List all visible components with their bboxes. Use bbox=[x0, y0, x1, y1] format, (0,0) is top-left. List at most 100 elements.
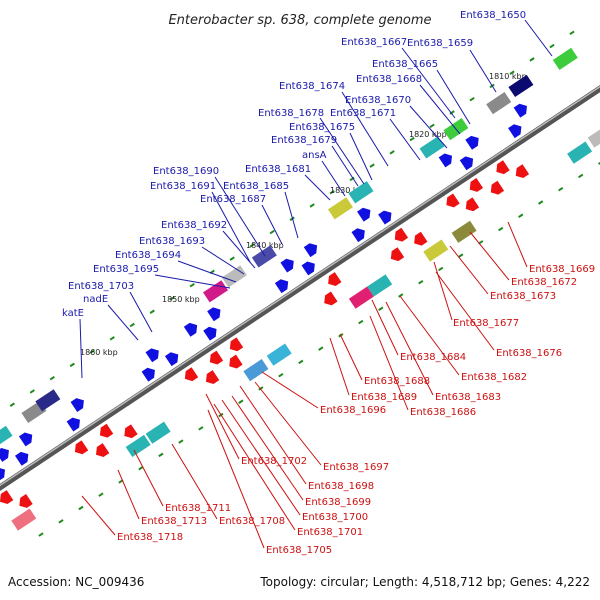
feature-rect bbox=[508, 74, 534, 98]
forward-gene-arrow bbox=[438, 153, 453, 168]
scale-tick bbox=[269, 229, 275, 235]
scale-tick bbox=[518, 213, 524, 218]
scale-tick bbox=[369, 163, 375, 168]
gene-arrow-shape bbox=[18, 432, 33, 447]
gene-arrow-shape bbox=[19, 494, 33, 508]
feature-block bbox=[221, 265, 247, 288]
gene-label[interactable]: Ent638_1667 bbox=[341, 37, 407, 48]
gene-label[interactable]: Ent638_1650 bbox=[460, 10, 526, 21]
gene-label[interactable]: Ent638_1689 bbox=[351, 392, 417, 403]
gene-label[interactable]: katE bbox=[62, 308, 84, 319]
forward-gene-arrow bbox=[351, 228, 365, 243]
reverse-gene-arrow bbox=[394, 227, 409, 242]
gene-label[interactable]: Ent638_1703 bbox=[68, 281, 134, 292]
gene-arrow-shape bbox=[0, 467, 6, 482]
gene-label[interactable]: Ent638_1690 bbox=[153, 166, 219, 177]
feature-block bbox=[451, 220, 477, 243]
gene-label[interactable]: ansA bbox=[302, 150, 327, 161]
gene-label[interactable]: Ent638_1669 bbox=[529, 264, 595, 275]
feature-rect bbox=[451, 220, 477, 243]
gene-arrow-shape bbox=[96, 443, 110, 458]
gene-label[interactable]: Ent638_1671 bbox=[330, 108, 396, 119]
gene-arrow-shape bbox=[490, 180, 505, 195]
gene-label[interactable]: Ent638_1695 bbox=[93, 264, 159, 275]
feature-block bbox=[367, 274, 393, 297]
gene-arrow-shape bbox=[164, 352, 179, 367]
gene-label[interactable]: Ent638_1708 bbox=[219, 516, 285, 527]
scale-tick bbox=[549, 43, 555, 49]
forward-gene-arrow bbox=[280, 258, 294, 273]
scale-tick bbox=[318, 346, 324, 351]
label-leader-line bbox=[261, 204, 283, 245]
label-leaders bbox=[79, 19, 553, 549]
gene-label[interactable]: Ent638_1659 bbox=[407, 38, 473, 49]
feature-block bbox=[145, 421, 171, 444]
label-leader-line bbox=[524, 19, 553, 57]
gene-arrow-shape bbox=[438, 153, 453, 168]
gene-label[interactable]: Ent638_1696 bbox=[320, 405, 386, 416]
feature-block bbox=[125, 434, 151, 458]
gene-label[interactable]: Ent638_1672 bbox=[511, 277, 577, 288]
gene-label[interactable]: Ent638_1681 bbox=[245, 164, 311, 175]
gene-label[interactable]: Ent638_1698 bbox=[308, 481, 374, 492]
gene-label[interactable]: Ent638_1718 bbox=[117, 532, 183, 543]
gene-label[interactable]: Ent638_1711 bbox=[165, 503, 231, 514]
gene-label[interactable]: Ent638_1691 bbox=[150, 181, 216, 192]
gene-label[interactable]: Ent638_1676 bbox=[496, 348, 562, 359]
feature-rect bbox=[243, 359, 269, 382]
forward-gene-arrow bbox=[357, 207, 371, 222]
gene-arrow-shape bbox=[99, 423, 114, 438]
gene-label[interactable]: Ent638_1694 bbox=[115, 250, 181, 261]
gene-label[interactable]: Ent638_1668 bbox=[356, 74, 422, 85]
gene-label[interactable]: Ent638_1705 bbox=[266, 545, 332, 556]
scale-tick bbox=[558, 186, 564, 192]
gene-label[interactable]: nadE bbox=[83, 294, 108, 305]
scale-tick bbox=[469, 97, 475, 102]
gene-label[interactable]: Ent638_1683 bbox=[435, 392, 501, 403]
scale-tick bbox=[49, 375, 55, 381]
gene-label[interactable]: Ent638_1673 bbox=[490, 291, 556, 302]
gene-arrow-shape bbox=[0, 447, 9, 462]
gene-label[interactable]: Ent638_1674 bbox=[279, 81, 345, 92]
gene-label[interactable]: Ent638_1677 bbox=[453, 318, 519, 329]
gene-label[interactable]: Ent638_1682 bbox=[461, 372, 527, 383]
forward-gene-arrow bbox=[203, 326, 217, 341]
gene-label[interactable]: Ent638_1679 bbox=[271, 135, 337, 146]
forward-gene-arrow bbox=[18, 432, 33, 447]
gene-label[interactable]: Ent638_1686 bbox=[410, 407, 476, 418]
gene-label[interactable]: Ent638_1685 bbox=[223, 181, 289, 192]
gene-label[interactable]: Ent638_1702 bbox=[241, 456, 307, 467]
scale-tick bbox=[198, 426, 204, 431]
gene-label[interactable]: Ent638_1701 bbox=[297, 527, 363, 538]
gene-label[interactable]: Ent638_1693 bbox=[139, 236, 205, 247]
label-leader-line bbox=[211, 191, 251, 263]
forward-gene-arrow bbox=[15, 451, 29, 466]
feature-block bbox=[552, 47, 578, 70]
gene-label[interactable]: Ent638_1678 bbox=[258, 108, 324, 119]
feature-block bbox=[348, 181, 374, 204]
scale-tick bbox=[458, 253, 464, 258]
scale-tick bbox=[138, 465, 144, 471]
gene-label[interactable]: Ent638_1699 bbox=[305, 497, 371, 508]
gene-arrow-shape bbox=[274, 279, 289, 294]
gene-arrow-shape bbox=[301, 261, 315, 276]
gene-label[interactable]: Ent638_1684 bbox=[400, 352, 466, 363]
gene-label[interactable]: Ent638_1670 bbox=[345, 95, 411, 106]
gene-label[interactable]: Ent638_1692 bbox=[161, 220, 227, 231]
feature-rect bbox=[145, 421, 171, 444]
gene-label[interactable]: Ent638_1665 bbox=[372, 59, 438, 70]
scale-tick bbox=[89, 349, 95, 354]
gene-label[interactable]: Ent638_1697 bbox=[323, 462, 389, 473]
scale-tick bbox=[298, 359, 304, 365]
reverse-gene-arrow bbox=[515, 164, 530, 179]
gene-label[interactable]: Ent638_1687 bbox=[200, 194, 266, 205]
reverse-gene-labels: Ent638_1669 Ent638_1672 Ent638_1673 Ent6… bbox=[117, 264, 595, 556]
gene-arrow-shape bbox=[351, 228, 365, 243]
gene-label[interactable]: Ent638_1675 bbox=[289, 122, 355, 133]
scale-tick bbox=[529, 57, 535, 62]
gene-label[interactable]: Ent638_1700 bbox=[302, 512, 368, 523]
gene-label[interactable]: Ent638_1713 bbox=[141, 516, 207, 527]
label-leader-line bbox=[399, 295, 460, 376]
gene-label[interactable]: Ent638_1688 bbox=[364, 376, 430, 387]
forward-gene-arrow bbox=[70, 398, 84, 413]
